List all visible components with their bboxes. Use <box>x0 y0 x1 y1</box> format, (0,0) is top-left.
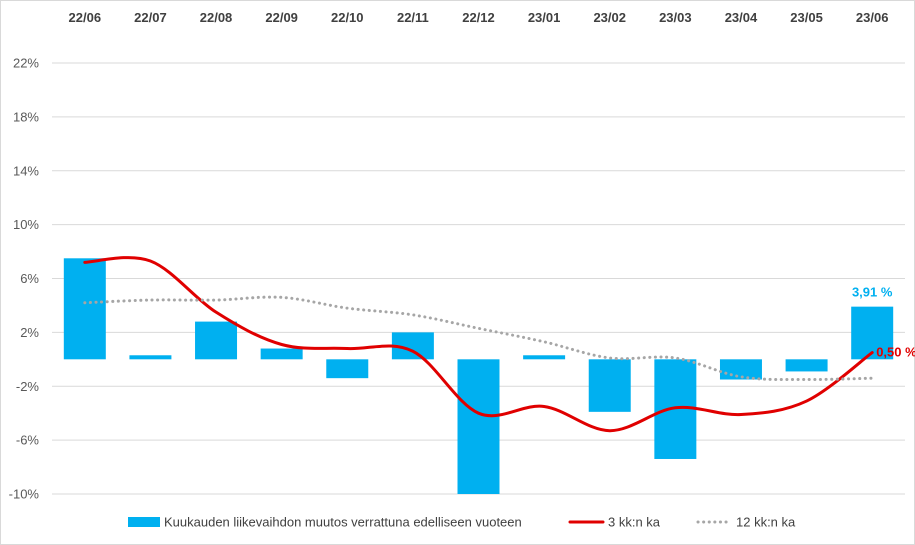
legend-label: 3 kk:n ka <box>608 515 661 530</box>
x-tick-label: 22/08 <box>200 10 233 25</box>
bar <box>588 359 631 412</box>
data-annotations: 3,91 % 0,50 % <box>852 285 915 360</box>
bar <box>260 348 303 360</box>
bar <box>851 306 894 360</box>
legend-label: 12 kk:n ka <box>736 515 796 530</box>
x-tick-label: 23/06 <box>856 10 889 25</box>
y-tick-label: -2% <box>16 379 40 394</box>
x-tick-label: 22/10 <box>331 10 364 25</box>
x-tick-label: 22/07 <box>134 10 167 25</box>
bar <box>63 258 106 360</box>
data-label: 3,91 % <box>852 285 893 300</box>
y-axis-ticks: 22% 18% 14% 10% 6% 2% -2% -6% -10% <box>9 56 40 502</box>
x-tick-label: 23/05 <box>790 10 823 25</box>
x-tick-label: 23/03 <box>659 10 692 25</box>
line-series <box>83 256 874 433</box>
x-axis-ticks: 22/06 22/07 22/08 22/09 22/10 22/11 22/12 23/01… <box>69 10 889 25</box>
x-tick-label: 22/11 <box>397 10 429 25</box>
y-tick-label: 10% <box>13 217 39 232</box>
legend-item-3kk: 3 kk:n ka <box>568 515 661 530</box>
line-12kk <box>83 295 874 382</box>
y-tick-label: 2% <box>20 325 39 340</box>
y-tick-label: -6% <box>16 433 40 448</box>
x-tick-label: 23/04 <box>725 10 758 25</box>
x-tick-label: 23/01 <box>528 10 561 25</box>
bar <box>523 355 566 360</box>
line-3kk <box>83 256 874 433</box>
bar <box>195 321 238 360</box>
bar <box>457 359 500 494</box>
y-tick-label: 18% <box>13 109 39 124</box>
legend-item-bar: Kuukauden liikevaihdon muutos verrattuna… <box>128 515 522 530</box>
x-tick-label: 22/12 <box>462 10 495 25</box>
y-tick-label: 22% <box>13 56 39 71</box>
bar-series <box>63 258 894 494</box>
x-tick-label: 22/06 <box>69 10 102 25</box>
bar <box>129 355 172 360</box>
y-tick-label: 14% <box>13 163 39 178</box>
legend-item-12kk: 12 kk:n ka <box>696 515 796 530</box>
x-tick-label: 23/02 <box>593 10 626 25</box>
y-tick-label: -10% <box>9 487 40 502</box>
data-label: 0,50 % <box>876 345 915 360</box>
legend-swatch <box>128 517 160 527</box>
x-tick-label: 22/09 <box>265 10 298 25</box>
legend-label: Kuukauden liikevaihdon muutos verrattuna… <box>164 515 522 530</box>
legend: Kuukauden liikevaihdon muutos verrattuna… <box>128 515 796 530</box>
y-tick-label: 6% <box>20 271 39 286</box>
bar <box>785 359 828 372</box>
bar <box>326 359 369 379</box>
